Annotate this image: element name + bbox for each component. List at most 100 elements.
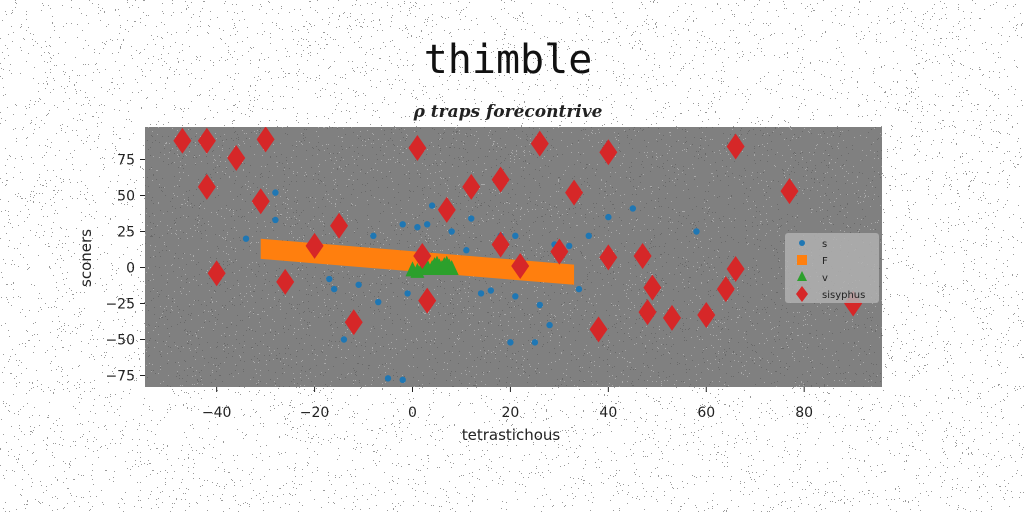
point-s-10 <box>399 376 406 384</box>
series-v <box>405 255 459 278</box>
point-sisyphus-7 <box>276 268 295 295</box>
point-s-32 <box>575 285 583 293</box>
x-tick-label-2: 0 <box>408 405 417 421</box>
point-sisyphus-30 <box>716 276 735 303</box>
point-sisyphus-11 <box>408 134 427 161</box>
point-sisyphus-10 <box>344 309 363 336</box>
point-sisyphus-18 <box>511 253 530 280</box>
point-s-7 <box>370 232 377 240</box>
plot-area <box>145 127 882 387</box>
point-sisyphus-1 <box>197 127 216 154</box>
x-axis: −40 −20 0 20 40 60 80 <box>202 387 813 421</box>
point-s-29 <box>546 321 553 329</box>
x-tick-label-6: 80 <box>795 405 813 421</box>
chart-title: thimble <box>424 37 593 83</box>
point-s-6 <box>355 281 362 288</box>
point-s-3 <box>326 275 333 283</box>
point-s-27 <box>531 339 539 346</box>
point-s-25 <box>512 293 519 300</box>
point-sisyphus-22 <box>589 316 608 343</box>
point-sisyphus-16 <box>491 166 510 193</box>
plot-noise-dark <box>145 127 882 387</box>
chart-subtitle: ρ traps forecontrive <box>413 102 603 122</box>
point-sisyphus-0 <box>173 127 192 154</box>
point-sisyphus-25 <box>633 242 652 269</box>
point-sisyphus-28 <box>662 304 681 331</box>
point-s-21 <box>477 290 485 297</box>
legend-label-s: s <box>822 239 827 250</box>
point-sisyphus-4 <box>197 173 216 200</box>
point-s-4 <box>330 285 338 293</box>
legend-box <box>785 233 879 303</box>
y-tick-label-2: −25 <box>105 297 135 313</box>
point-sisyphus-32 <box>726 133 745 160</box>
point-s-20 <box>468 215 475 222</box>
point-sisyphus-5 <box>251 188 270 215</box>
point-sisyphus-23 <box>599 139 618 166</box>
series-sisyphus <box>173 127 863 343</box>
point-sisyphus-19 <box>530 130 549 157</box>
point-s-15 <box>428 202 436 209</box>
point-s-35 <box>629 205 637 212</box>
point-s-26 <box>512 232 519 240</box>
legend-label-F: F <box>822 256 828 267</box>
x-tick-label-0: −40 <box>202 405 232 421</box>
x-tick-label-1: −20 <box>300 405 330 421</box>
y-tick-label-5: 50 <box>117 189 135 205</box>
legend: sFv sisyphus <box>785 233 879 303</box>
point-s-13 <box>414 223 421 231</box>
y-tick-label-6: 75 <box>117 153 135 169</box>
point-s-34 <box>605 213 612 221</box>
point-sisyphus-33 <box>780 178 799 205</box>
y-axis: −75 −50 −25 0 25 50 75 <box>105 153 145 385</box>
point-s-12 <box>399 221 406 228</box>
x-axis-label: tetrastichous <box>462 426 561 444</box>
legend-label-v: v <box>822 273 828 284</box>
point-sisyphus-29 <box>697 302 716 329</box>
point-v-12 <box>444 259 459 275</box>
point-s-19 <box>463 247 470 254</box>
y-axis-label: sconers <box>77 229 95 287</box>
legend-marker-F <box>797 255 807 265</box>
point-s-36 <box>693 228 700 235</box>
y-tick-label-4: 25 <box>117 225 135 241</box>
point-sisyphus-8 <box>305 232 324 259</box>
y-tick-label-1: −50 <box>105 333 135 349</box>
point-s-31 <box>565 242 573 250</box>
point-sisyphus-12 <box>413 242 432 269</box>
point-sisyphus-27 <box>643 274 662 301</box>
point-s-11 <box>404 290 411 297</box>
point-sisyphus-6 <box>207 260 226 287</box>
point-sisyphus-31 <box>726 255 745 282</box>
x-tick-label-3: 20 <box>502 405 520 421</box>
point-sisyphus-26 <box>638 299 657 326</box>
point-s-28 <box>536 301 543 309</box>
point-s-5 <box>340 336 348 343</box>
point-s-18 <box>448 228 455 235</box>
x-tick-label-5: 60 <box>697 405 715 421</box>
point-s-0 <box>242 235 250 242</box>
legend-marker-sisyphus <box>796 286 808 302</box>
point-sisyphus-15 <box>462 173 481 200</box>
plot-noise <box>145 127 882 387</box>
point-s-8 <box>375 298 382 306</box>
y-tick-label-3: 0 <box>126 261 135 277</box>
point-s-9 <box>384 375 392 382</box>
legend-marker-v <box>797 271 807 281</box>
point-s-14 <box>423 221 431 228</box>
legend-marker-s <box>799 240 805 246</box>
x-tick-label-4: 40 <box>599 405 617 421</box>
y-tick-label-0: −75 <box>105 369 135 385</box>
point-sisyphus-21 <box>565 179 584 206</box>
point-sisyphus-3 <box>256 127 275 153</box>
point-s-22 <box>487 287 495 294</box>
legend-label-sisyphus: sisyphus <box>822 290 865 301</box>
point-s-24 <box>507 339 514 346</box>
point-s-33 <box>585 232 592 240</box>
data-marks <box>173 127 863 384</box>
point-s-1 <box>272 189 279 196</box>
point-sisyphus-20 <box>550 238 569 265</box>
point-s-2 <box>272 216 279 224</box>
point-sisyphus-14 <box>437 196 456 223</box>
